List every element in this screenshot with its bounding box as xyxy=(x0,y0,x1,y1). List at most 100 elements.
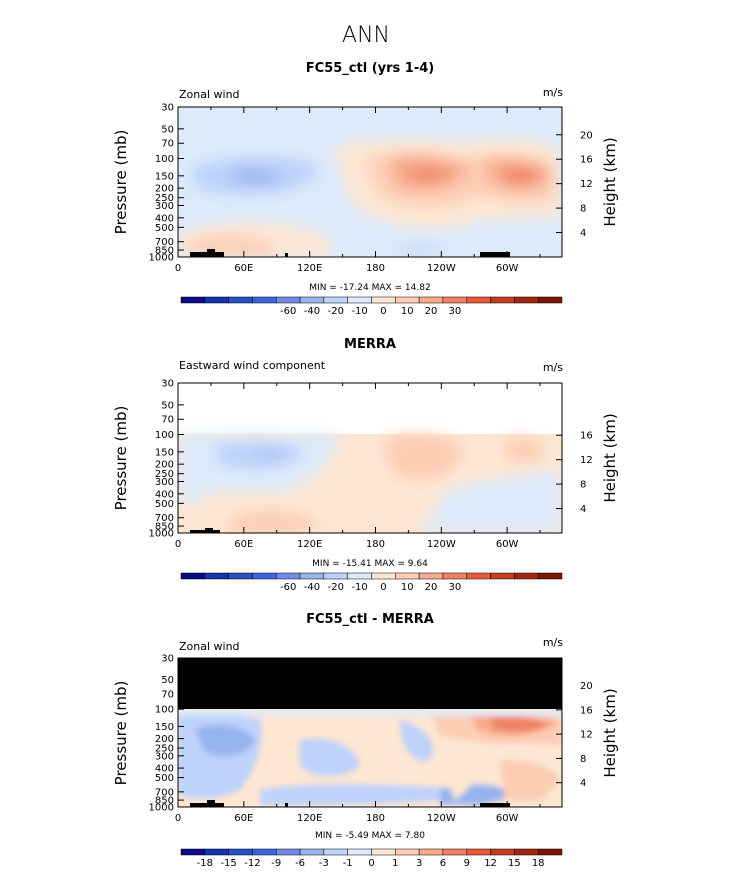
pressure-tick-label: 700 xyxy=(155,237,174,248)
pressure-tick-label: 100 xyxy=(155,154,174,165)
height-tick-label: 12 xyxy=(580,730,593,741)
longitude-tick-label: 0 xyxy=(175,813,181,824)
colorbar-swatch xyxy=(537,572,563,580)
pressure-tick-label: 700 xyxy=(155,513,174,524)
colorbar-swatch xyxy=(276,296,301,304)
pressure-tick-label: 300 xyxy=(155,477,174,488)
pressure-tick-label: 50 xyxy=(161,124,174,135)
longitude-tick-label: 120W xyxy=(427,813,456,824)
colorbar-label: -3 xyxy=(319,858,329,869)
colorbar-swatch xyxy=(371,572,396,580)
colorbar-swatch xyxy=(371,296,396,304)
longitude-tick-label: 120E xyxy=(297,813,322,824)
pressure-tick-label: 400 xyxy=(155,489,174,500)
height-tick-label: 8 xyxy=(580,204,586,215)
left-label: Zonal wind xyxy=(179,640,240,653)
colorbar-label: 10 xyxy=(401,582,414,593)
longitude-tick-label: 60E xyxy=(234,263,253,274)
longitude-tick-label: 0 xyxy=(175,539,181,550)
right-axis-label: Height (km) xyxy=(601,688,619,777)
longitude-axis: 0 60E 120E 180 120W 60W xyxy=(175,658,541,824)
pressure-tick-label: 400 xyxy=(155,764,174,775)
pressure-tick-label: 70 xyxy=(161,139,174,150)
colorbar-label: -60 xyxy=(280,582,296,593)
colorbar-swatch xyxy=(442,848,467,856)
colorbar-swatch xyxy=(466,848,491,856)
colorbar-swatch xyxy=(228,848,253,856)
panel-model: FC55_ctl (yrs 1-4) Zonal wind m/s xyxy=(112,61,619,317)
contour-field xyxy=(178,658,562,807)
colorbar-label: 12 xyxy=(484,858,497,869)
pressure-tick-label: 30 xyxy=(161,379,174,390)
pressure-tick-label: 50 xyxy=(161,400,174,411)
colorbar-swatch xyxy=(537,848,563,856)
panel-title: MERRA xyxy=(344,337,396,352)
colorbar-swatch xyxy=(395,572,420,580)
pressure-tick-label: 1000 xyxy=(149,803,174,814)
y-axis-label: Pressure (mb) xyxy=(112,681,130,786)
pressure-tick-label: 150 xyxy=(155,171,174,182)
height-tick-label: 4 xyxy=(580,504,586,515)
colorbar-label: 20 xyxy=(425,306,438,317)
colorbar-label: -12 xyxy=(244,858,260,869)
panel-title: FC55_ctl - MERRA xyxy=(306,612,434,627)
pressure-tick-label: 250 xyxy=(155,193,174,204)
height-tick-label: 4 xyxy=(580,228,586,239)
colorbar-swatch xyxy=(228,296,253,304)
height-tick-label: 16 xyxy=(580,431,593,442)
colorbar: -60 -40 -20 -10 0 10 20 30 xyxy=(180,572,563,593)
pressure-tick-label: 30 xyxy=(161,654,174,665)
longitude-tick-label: 120W xyxy=(427,539,456,550)
colorbar: -18 -15 -12 -9 -6 -3 -1 0 1 3 6 9 12 15 18 xyxy=(180,848,563,869)
topography xyxy=(190,800,510,807)
pressure-tick-label: 200 xyxy=(155,184,174,195)
height-axis: 16 12 8 4 xyxy=(556,431,593,515)
colorbar-label: 0 xyxy=(368,858,374,869)
colorbar-swatch xyxy=(180,572,206,580)
pressure-tick-label: 200 xyxy=(155,734,174,745)
colorbar-label: 3 xyxy=(416,858,422,869)
colorbar-swatch xyxy=(299,848,325,856)
colorbar-swatch xyxy=(276,848,301,856)
height-axis: 20 16 12 8 4 xyxy=(556,130,593,239)
colorbar-swatch xyxy=(276,572,301,580)
colorbar-swatch xyxy=(466,572,491,580)
pressure-tick-label: 30 xyxy=(161,103,174,114)
longitude-axis: 0 60E 120E 180 120W 60W xyxy=(175,383,541,550)
units-label: m/s xyxy=(543,636,563,649)
pressure-tick-label: 300 xyxy=(155,751,174,762)
colorbar-swatch xyxy=(252,572,277,580)
height-tick-label: 20 xyxy=(580,681,593,692)
colorbar-label: -10 xyxy=(351,306,367,317)
colorbar-swatch xyxy=(537,296,563,304)
pressure-tick-label: 150 xyxy=(155,722,174,733)
plot-frame xyxy=(177,657,563,808)
colorbar-label: 0 xyxy=(380,306,386,317)
right-axis-label: Height (km) xyxy=(601,413,619,502)
plot-frame xyxy=(177,382,563,534)
missing-data-mask xyxy=(178,658,562,709)
longitude-tick-label: 120W xyxy=(427,263,456,274)
colorbar-swatch xyxy=(442,572,467,580)
colorbar-label: -9 xyxy=(271,858,281,869)
y-axis-label: Pressure (mb) xyxy=(112,130,130,235)
units-label: m/s xyxy=(543,86,563,99)
height-tick-label: 12 xyxy=(580,179,593,190)
colorbar-swatch xyxy=(299,296,325,304)
colorbar-label: -20 xyxy=(328,582,344,593)
pressure-tick-label: 200 xyxy=(155,460,174,471)
longitude-tick-label: 60W xyxy=(496,263,519,274)
colorbar-swatch xyxy=(418,848,444,856)
colorbar-swatch xyxy=(252,296,277,304)
pressure-tick-label: 100 xyxy=(155,430,174,441)
pressure-tick-label: 150 xyxy=(155,447,174,458)
pressure-tick-label: 400 xyxy=(155,213,174,224)
contour-field xyxy=(178,434,562,533)
colorbar-swatch xyxy=(180,848,206,856)
colorbar-swatch xyxy=(252,848,277,856)
colorbar-label: -10 xyxy=(351,582,367,593)
colorbar-label: -1 xyxy=(343,858,353,869)
